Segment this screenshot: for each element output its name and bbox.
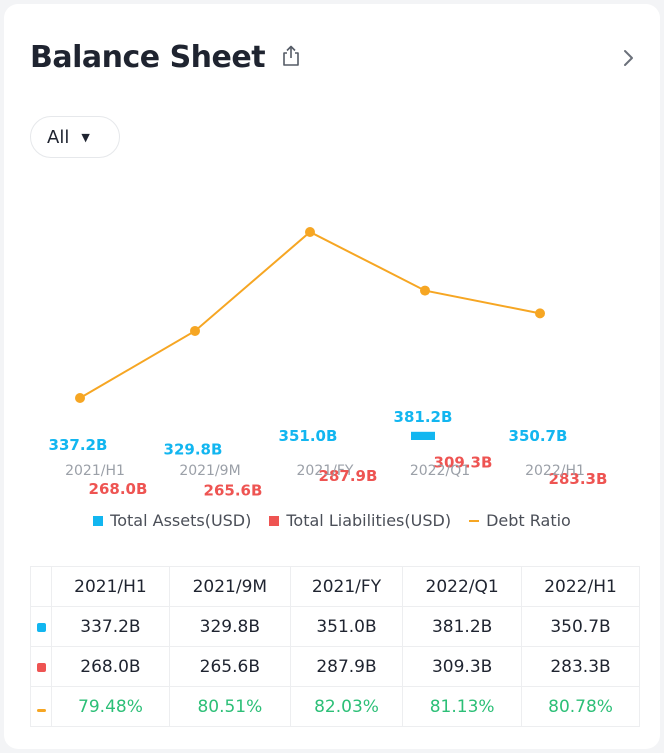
table-cell: 329.8B	[168, 606, 291, 647]
table-row-liabilities: 268.0B 265.6B 287.9B 309.3B 283.3B	[30, 646, 640, 687]
table-cell: 265.6B	[168, 646, 291, 687]
assets-data-label: 351.0B	[279, 427, 338, 445]
table-header-row: 2021/H1 2021/9M 2021/FY 2022/Q1 2022/H1	[30, 566, 640, 607]
legend-label-debt-ratio: Debt Ratio	[486, 511, 571, 530]
legend-swatch-debt-ratio	[469, 519, 480, 522]
period-filter-dropdown[interactable]: All ▼	[30, 116, 120, 158]
x-tick-label: 2022/Q1	[410, 463, 470, 479]
legend-swatch-assets	[93, 515, 104, 526]
debt-ratio-point	[535, 308, 545, 319]
legend-swatch-liabilities	[269, 515, 280, 526]
row-marker-cell	[30, 606, 52, 647]
x-tick-label: 2021/9M	[179, 463, 240, 479]
debt-ratio-point	[190, 325, 200, 336]
chevron-right-icon[interactable]	[620, 48, 636, 68]
table-cell: 80.78%	[521, 686, 640, 727]
legend-label-liabilities: Total Liabilities(USD)	[286, 511, 452, 530]
table-cell: 309.3B	[402, 646, 523, 687]
debt-ratio-marker	[36, 708, 46, 712]
liabilities-data-label: 287.9B	[319, 467, 378, 485]
row-marker-cell	[30, 646, 52, 687]
chart-legend: Total Assets(USD) Total Liabilities(USD)…	[4, 511, 660, 530]
assets-data-label: 350.7B	[509, 427, 568, 445]
assets-marker	[36, 622, 46, 632]
table-cell: 268.0B	[51, 646, 170, 687]
liabilities-marker	[36, 662, 46, 672]
legend-item-liabilities[interactable]: Total Liabilities(USD)	[269, 511, 451, 530]
debt-ratio-point	[305, 227, 315, 237]
table-header-cell: 2022/Q1	[402, 566, 523, 607]
caret-down-icon: ▼	[81, 130, 90, 144]
period-filter-value: All	[47, 126, 70, 148]
liabilities-data-label: 265.6B	[204, 481, 263, 499]
debt-ratio-point	[75, 393, 85, 403]
table-cell: 80.51%	[168, 686, 291, 727]
table-cell: 81.13%	[402, 686, 523, 727]
table-cell: 82.03%	[289, 686, 404, 727]
legend-label-assets: Total Assets(USD)	[110, 511, 252, 530]
x-tick-label: 2021/H1	[65, 463, 125, 479]
table-corner-cell	[30, 566, 52, 607]
share-icon[interactable]	[280, 44, 302, 68]
balance-sheet-table: 2021/H1 2021/9M 2021/FY 2022/Q1 2022/H1 …	[30, 566, 640, 727]
table-cell: 283.3B	[521, 646, 640, 687]
table-cell: 350.7B	[521, 606, 640, 647]
table-header-cell: 2022/H1	[521, 566, 640, 607]
x-tick-label: 2021/FY	[297, 463, 354, 479]
debt-ratio-line	[79, 230, 541, 399]
row-marker-cell	[30, 686, 52, 727]
assets-data-label: 381.2B	[394, 408, 453, 426]
table-header-cell: 2021/FY	[289, 566, 404, 607]
table-cell: 351.0B	[289, 606, 404, 647]
table-cell: 287.9B	[289, 646, 404, 687]
legend-item-assets[interactable]: Total Assets(USD)	[93, 511, 251, 530]
assets-bar	[411, 431, 435, 440]
page-title: Balance Sheet	[30, 40, 266, 75]
assets-data-label: 337.2B	[49, 436, 108, 454]
table-cell: 79.48%	[51, 686, 170, 727]
assets-data-label: 329.8B	[164, 440, 223, 458]
table-cell: 381.2B	[402, 606, 523, 647]
table-cell: 337.2B	[51, 606, 170, 647]
table-header-cell: 2021/9M	[168, 566, 291, 607]
liabilities-data-label: 283.3B	[549, 470, 608, 488]
liabilities-data-label: 309.3B	[434, 454, 493, 472]
table-row-debt-ratio: 79.48% 80.51% 82.03% 81.13% 80.78%	[30, 686, 640, 727]
x-tick-label: 2022/H1	[525, 463, 585, 479]
liabilities-data-label: 268.0B	[89, 480, 148, 498]
table-row-assets: 337.2B 329.8B 351.0B 381.2B 350.7B	[30, 606, 640, 647]
balance-sheet-card: Balance Sheet All ▼ 337.2B 268.0B 2021/H1 3…	[4, 4, 660, 749]
table-header-cell: 2021/H1	[51, 566, 170, 607]
debt-ratio-point	[420, 285, 430, 296]
legend-item-debt-ratio[interactable]: Debt Ratio	[469, 511, 571, 530]
